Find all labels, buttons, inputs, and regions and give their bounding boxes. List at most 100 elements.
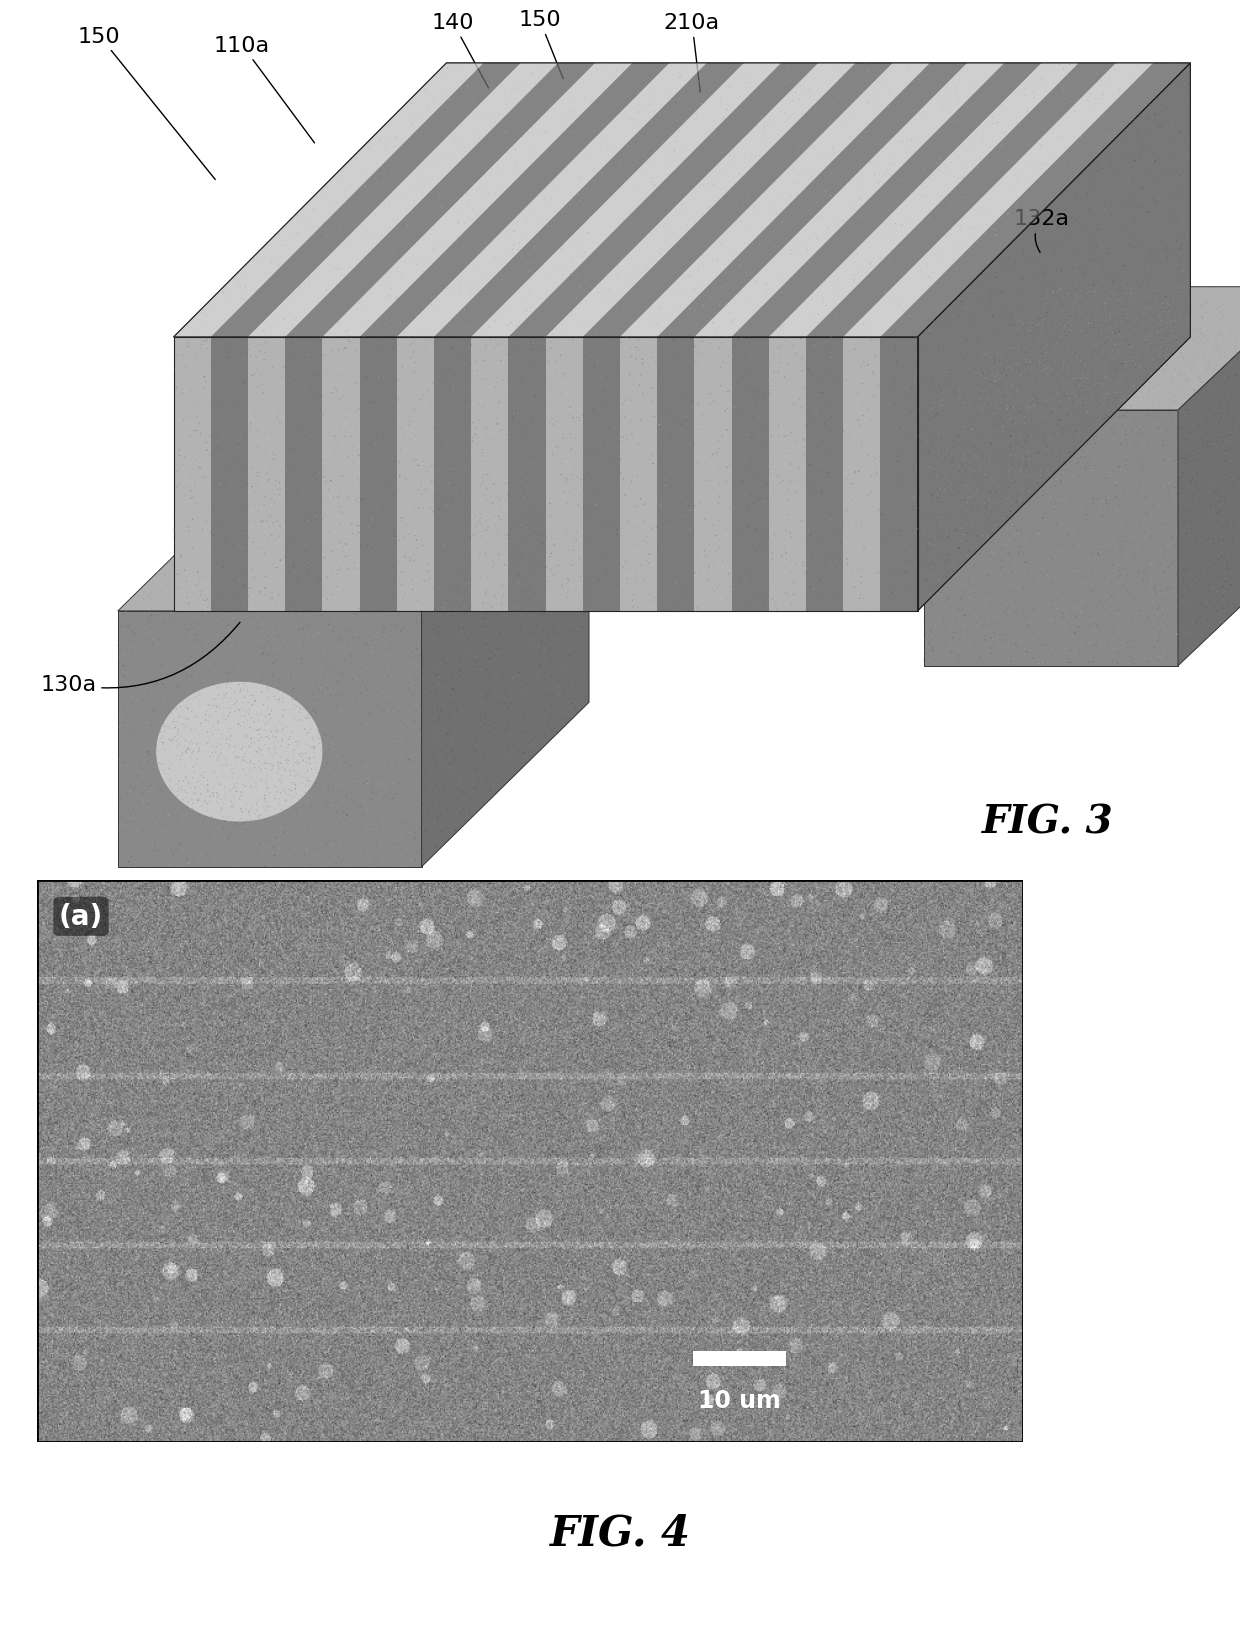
Point xyxy=(377,386,397,412)
Point xyxy=(513,478,533,504)
Point xyxy=(531,509,551,535)
Point xyxy=(1081,404,1101,430)
Point xyxy=(743,408,763,434)
Point xyxy=(1053,487,1073,513)
Point xyxy=(463,737,482,763)
Point xyxy=(215,515,234,541)
Point xyxy=(520,447,539,473)
Point xyxy=(348,628,368,654)
Point xyxy=(1011,642,1030,668)
Point xyxy=(898,321,918,347)
Point xyxy=(575,580,595,606)
Point xyxy=(680,408,699,434)
Point xyxy=(1183,316,1203,342)
Point xyxy=(997,461,1017,487)
Point xyxy=(392,585,412,611)
Point xyxy=(1084,176,1104,202)
Point xyxy=(1166,363,1185,390)
Point xyxy=(308,676,327,703)
Point xyxy=(1086,86,1106,112)
Point xyxy=(563,531,583,557)
Point xyxy=(982,566,1002,592)
Point xyxy=(348,597,368,623)
Point xyxy=(1152,230,1172,256)
Point xyxy=(224,478,244,504)
Point xyxy=(283,784,303,810)
Point xyxy=(496,538,516,564)
Point xyxy=(1100,305,1120,331)
Point xyxy=(131,771,151,797)
Point xyxy=(512,443,532,469)
Point xyxy=(117,781,136,807)
Point xyxy=(435,670,455,696)
Point xyxy=(1089,217,1109,243)
Point xyxy=(1115,556,1135,582)
Point xyxy=(1118,153,1138,179)
Point xyxy=(1177,489,1197,515)
Point xyxy=(429,450,449,476)
Point xyxy=(531,592,551,618)
Point xyxy=(312,469,332,496)
Point xyxy=(776,517,796,543)
Point xyxy=(1071,360,1091,386)
Point xyxy=(931,411,951,437)
Point xyxy=(1197,349,1216,375)
Point xyxy=(878,72,898,98)
Point xyxy=(1076,275,1096,302)
Point xyxy=(389,458,409,484)
Point xyxy=(521,652,541,678)
Point xyxy=(237,375,257,401)
Point xyxy=(355,494,374,520)
Point xyxy=(460,799,480,825)
Point xyxy=(247,792,267,818)
Point xyxy=(959,574,978,600)
Point xyxy=(662,148,682,174)
Point xyxy=(113,694,133,720)
Point xyxy=(533,513,553,540)
Point xyxy=(407,634,427,660)
Point xyxy=(382,755,402,781)
Point xyxy=(470,553,490,579)
Point xyxy=(1190,435,1210,461)
Point xyxy=(470,543,490,569)
Point xyxy=(277,525,296,551)
Point xyxy=(971,577,991,603)
Point xyxy=(544,447,564,473)
Point xyxy=(644,404,663,430)
Point xyxy=(600,277,620,303)
Point xyxy=(249,484,269,510)
Point xyxy=(1040,367,1060,393)
Point xyxy=(1047,414,1066,440)
Point xyxy=(1081,381,1101,408)
Point xyxy=(1208,540,1228,566)
Point xyxy=(702,285,722,311)
Point xyxy=(698,569,718,595)
Point xyxy=(139,587,159,613)
Point xyxy=(422,440,441,466)
Point xyxy=(1120,437,1140,463)
Point xyxy=(786,341,806,367)
Point xyxy=(1174,556,1194,582)
Point xyxy=(226,699,246,725)
Point xyxy=(1004,505,1024,531)
Point xyxy=(212,691,232,717)
Point xyxy=(449,593,469,619)
Point xyxy=(476,722,496,748)
Point xyxy=(351,533,371,559)
Point xyxy=(1153,574,1173,600)
Point xyxy=(632,350,652,377)
Point xyxy=(1079,577,1099,603)
Point xyxy=(325,538,345,564)
Point xyxy=(921,482,941,509)
Point xyxy=(1168,416,1188,442)
Point xyxy=(758,414,777,440)
Point xyxy=(1211,411,1231,437)
Point xyxy=(1209,538,1229,564)
Point xyxy=(665,200,684,227)
Point xyxy=(546,112,565,139)
Point xyxy=(1218,600,1238,626)
Point xyxy=(1208,536,1228,562)
Point xyxy=(119,587,139,613)
Point xyxy=(1012,422,1032,448)
Point xyxy=(936,533,956,559)
